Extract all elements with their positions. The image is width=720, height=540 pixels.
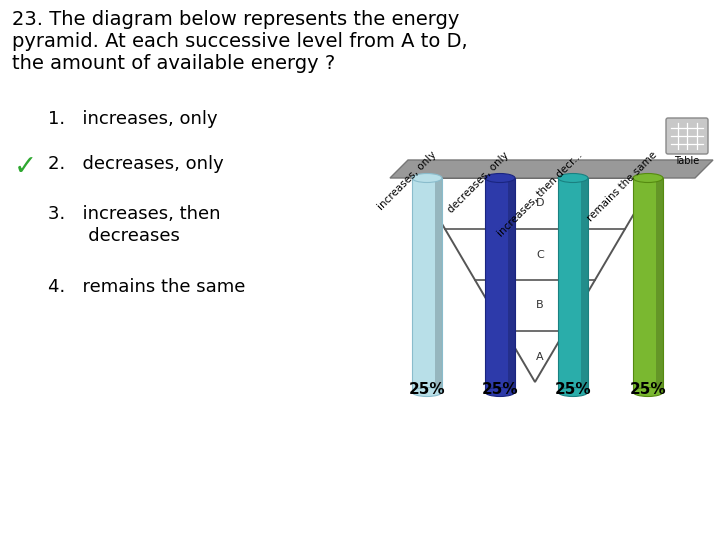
Text: 2.   decreases, only: 2. decreases, only [48, 155, 224, 173]
Text: 25%: 25% [409, 382, 445, 397]
Ellipse shape [412, 173, 442, 183]
Bar [508, 178, 515, 392]
Text: 1.   increases, only: 1. increases, only [48, 110, 217, 128]
Text: decreases: decreases [48, 227, 180, 245]
Bar [412, 178, 442, 392]
Text: 3.   increases, then: 3. increases, then [48, 205, 220, 223]
Text: D: D [536, 199, 544, 208]
Text: increases, only: increases, only [376, 150, 438, 213]
Text: pyramid. At each successive level from A to D,: pyramid. At each successive level from A… [12, 32, 467, 51]
Bar [485, 178, 515, 392]
Bar [582, 178, 588, 392]
Ellipse shape [633, 173, 663, 183]
Ellipse shape [485, 173, 515, 183]
Text: 25%: 25% [554, 382, 591, 397]
FancyBboxPatch shape [666, 118, 708, 154]
Text: decreases, only: decreases, only [446, 150, 511, 215]
Text: ✓: ✓ [14, 153, 37, 181]
Text: Table: Table [675, 156, 700, 166]
Text: 25%: 25% [482, 382, 518, 397]
Text: 25%: 25% [630, 382, 666, 397]
Bar [657, 178, 663, 392]
Bar [436, 178, 442, 392]
Text: C: C [536, 249, 544, 260]
Text: A: A [536, 352, 544, 361]
Text: the amount of available energy ?: the amount of available energy ? [12, 54, 336, 73]
Text: remains the same: remains the same [585, 150, 659, 224]
Polygon shape [390, 160, 713, 178]
Ellipse shape [633, 388, 663, 396]
Text: 4.   remains the same: 4. remains the same [48, 278, 246, 296]
Text: increases, then decr...: increases, then decr... [495, 150, 584, 239]
Text: B: B [536, 300, 544, 310]
Ellipse shape [485, 388, 515, 396]
Bar [633, 178, 663, 392]
Ellipse shape [558, 388, 588, 396]
Ellipse shape [412, 388, 442, 396]
Text: 23. The diagram below represents the energy: 23. The diagram below represents the ene… [12, 10, 459, 29]
Bar [558, 178, 588, 392]
Ellipse shape [558, 173, 588, 183]
